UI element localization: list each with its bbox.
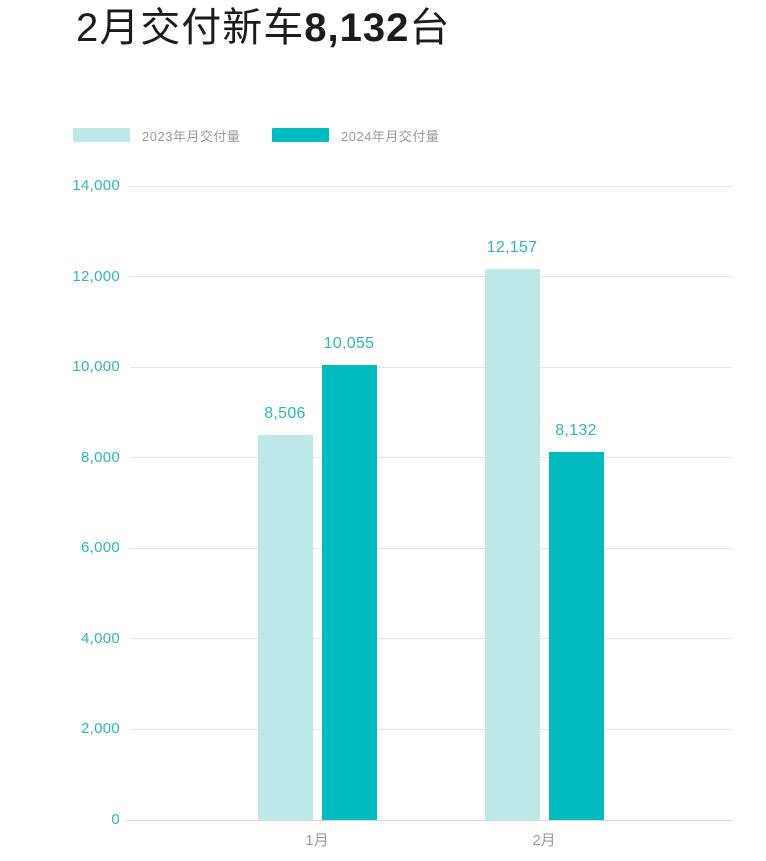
legend-label-2024: 2024年月交付量 — [341, 128, 440, 144]
gridline-10,000 — [130, 366, 732, 368]
title-suffix: 台 — [409, 6, 451, 50]
bar-value-2024年月交付量-1月: 10,055 — [323, 334, 375, 352]
y-axis-tick-6,000: 6,000 — [80, 539, 120, 557]
legend-swatch-2024-icon — [272, 128, 329, 142]
title-prefix: 2月交付新车 — [76, 6, 305, 50]
gridline-14,000 — [130, 185, 732, 187]
gridline-2,000 — [130, 728, 732, 730]
legend-item-2024: 2024年月交付量 — [272, 120, 439, 150]
y-axis-tick-0: 0 — [111, 811, 120, 828]
gridline-8,000 — [130, 457, 732, 459]
page-title: 2月交付新车8,132台 — [76, 2, 450, 54]
legend-label-2023: 2023年月交付量 — [142, 128, 241, 144]
bar-value-2024年月交付量-2月: 8,132 — [555, 421, 597, 439]
gridline-4,000 — [130, 638, 732, 640]
plot-area: 8,506 10,055 12,157 8,132 — [126, 185, 732, 821]
y-axis-tick-8,000: 8,000 — [80, 448, 120, 466]
x-axis-tick-2月: 2月 — [532, 832, 556, 849]
chart-legend: 2023年月交付量 2024年月交付量 — [0, 120, 766, 150]
bar-2023年月交付量-1月 — [257, 434, 313, 820]
x-axis-baseline — [126, 819, 732, 821]
bar-value-2023年月交付量-1月: 8,506 — [264, 404, 306, 422]
bar-2024年月交付量-1月 — [321, 364, 377, 820]
bar-value-2023年月交付量-2月: 12,157 — [486, 239, 538, 257]
y-axis-tick-2,000: 2,000 — [80, 720, 120, 738]
y-axis-tick-12,000: 12,000 — [72, 267, 120, 285]
gridline-6,000 — [130, 547, 732, 549]
x-axis-tick-1月: 1月 — [305, 832, 329, 849]
y-axis-tick-10,000: 10,000 — [72, 358, 120, 376]
legend-item-2023: 2023年月交付量 — [73, 120, 240, 150]
bar-2024年月交付量-2月 — [548, 451, 604, 820]
y-axis-tick-14,000: 14,000 — [72, 177, 120, 194]
y-axis-tick-4,000: 4,000 — [80, 629, 120, 647]
title-highlight-number: 8,132 — [304, 6, 410, 50]
gridline-12,000 — [130, 276, 732, 278]
legend-swatch-2023-icon — [73, 128, 130, 142]
bar-2023年月交付量-2月 — [484, 269, 540, 820]
